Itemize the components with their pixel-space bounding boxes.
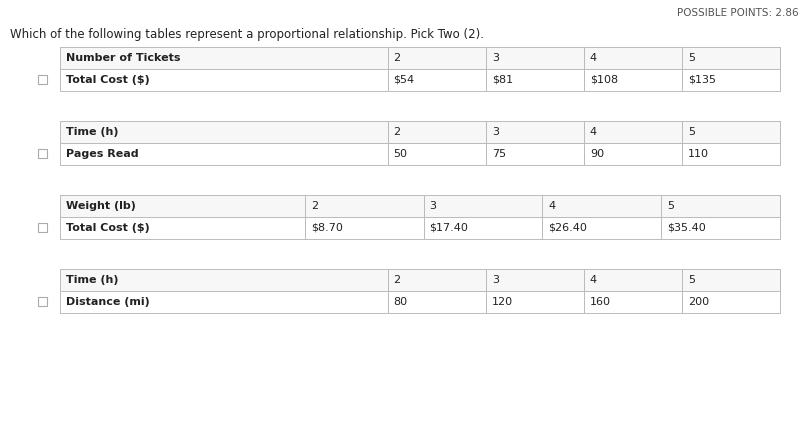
Bar [60,195,305,217]
Bar [584,291,682,313]
Bar [584,143,682,165]
Text: 2: 2 [394,275,401,285]
Text: 3: 3 [492,275,498,285]
Text: Number of Tickets: Number of Tickets [66,53,181,63]
Bar [542,217,661,239]
Bar [682,143,780,165]
Bar [60,69,388,91]
Bar [388,121,486,143]
Bar [38,149,46,159]
Bar [682,121,780,143]
Bar [388,143,486,165]
Bar [584,269,682,291]
Text: Total Cost ($): Total Cost ($) [66,223,150,233]
Text: 80: 80 [394,297,408,307]
Bar [584,69,682,91]
Text: 2: 2 [394,53,401,63]
Text: 5: 5 [667,201,674,211]
Bar [682,291,780,313]
Text: 75: 75 [492,149,506,159]
Text: $8.70: $8.70 [310,223,342,233]
Bar [60,143,388,165]
Text: Weight (lb): Weight (lb) [66,201,136,211]
Text: 200: 200 [688,297,709,307]
Text: 4: 4 [590,53,597,63]
Bar [388,291,486,313]
Text: $108: $108 [590,75,618,85]
Text: Time (h): Time (h) [66,275,118,285]
Text: 90: 90 [590,149,604,159]
Bar [486,47,584,69]
Bar [682,47,780,69]
Text: $35.40: $35.40 [667,223,706,233]
Bar [682,69,780,91]
Bar [60,121,388,143]
Text: Time (h): Time (h) [66,127,118,137]
Text: 110: 110 [688,149,709,159]
Text: 3: 3 [492,127,498,137]
Bar [60,47,388,69]
Text: 4: 4 [590,127,597,137]
Text: 3: 3 [492,53,498,63]
Bar [486,121,584,143]
Text: 50: 50 [394,149,408,159]
Bar [60,269,388,291]
Text: 2: 2 [394,127,401,137]
Bar [486,291,584,313]
Bar [38,75,46,85]
Bar [60,217,305,239]
Text: $81: $81 [492,75,513,85]
Text: 160: 160 [590,297,611,307]
Text: 4: 4 [549,201,555,211]
Bar [486,69,584,91]
Bar [682,269,780,291]
Bar [305,195,424,217]
Text: $135: $135 [688,75,716,85]
Text: $26.40: $26.40 [549,223,587,233]
Text: Total Cost ($): Total Cost ($) [66,75,150,85]
Bar [486,143,584,165]
Bar [662,195,780,217]
Text: $17.40: $17.40 [430,223,469,233]
Bar [388,47,486,69]
Text: 5: 5 [688,275,695,285]
Bar [662,217,780,239]
Text: 5: 5 [688,127,695,137]
Text: 120: 120 [492,297,513,307]
Bar [542,195,661,217]
Bar [60,291,388,313]
Text: $54: $54 [394,75,414,85]
Text: 3: 3 [430,201,437,211]
Bar [305,217,424,239]
Text: Distance (mi): Distance (mi) [66,297,150,307]
Text: 4: 4 [590,275,597,285]
Bar [486,269,584,291]
Bar [584,47,682,69]
Bar [38,297,46,307]
Bar [424,217,542,239]
Bar [38,223,46,233]
Text: Pages Read: Pages Read [66,149,138,159]
Text: 5: 5 [688,53,695,63]
Text: POSSIBLE POINTS: 2.86: POSSIBLE POINTS: 2.86 [678,8,799,18]
Text: 2: 2 [310,201,318,211]
Bar [388,269,486,291]
Bar [388,69,486,91]
Bar [424,195,542,217]
Bar [584,121,682,143]
Text: Which of the following tables represent a proportional relationship. Pick Two (2: Which of the following tables represent … [10,28,484,41]
